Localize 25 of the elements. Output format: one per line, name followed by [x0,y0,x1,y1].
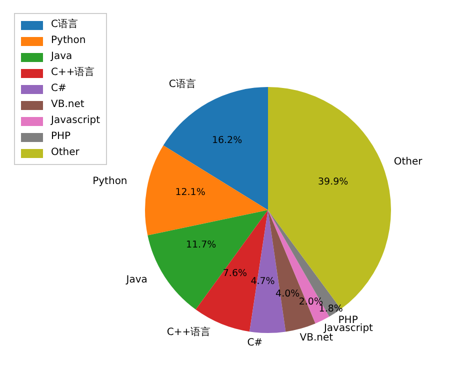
legend-label: Python [51,34,86,48]
slice-label: Other [394,156,424,168]
slice-label: Java [125,274,148,286]
slice-label: PHP [338,314,358,326]
legend-label: Java [51,50,72,64]
slice-label: Python [92,176,128,187]
legend-label: Javascript [51,114,100,128]
pie-slice [145,145,268,236]
legend-label: C# [51,82,66,96]
slice-label: VB.net [300,332,334,344]
legend-label: C++语言 [51,66,95,80]
legend-label: VB.net [51,98,84,112]
pie-slice [163,87,268,210]
slice-label: C++语言 [166,326,211,338]
slice-label: Javascript [322,323,374,334]
data-label: 11.7% [186,240,216,251]
slice-label: C语言 [168,78,196,90]
data-label: 7.6% [222,268,248,279]
legend-label: Other [51,146,80,160]
data-label: 12.1% [175,186,206,198]
data-label: 39.9% [318,176,348,188]
legend-label: PHP [51,130,71,144]
data-label: 16.2% [212,135,242,146]
legend-label: C语言 [51,18,78,32]
slice-label: C# [247,337,263,348]
